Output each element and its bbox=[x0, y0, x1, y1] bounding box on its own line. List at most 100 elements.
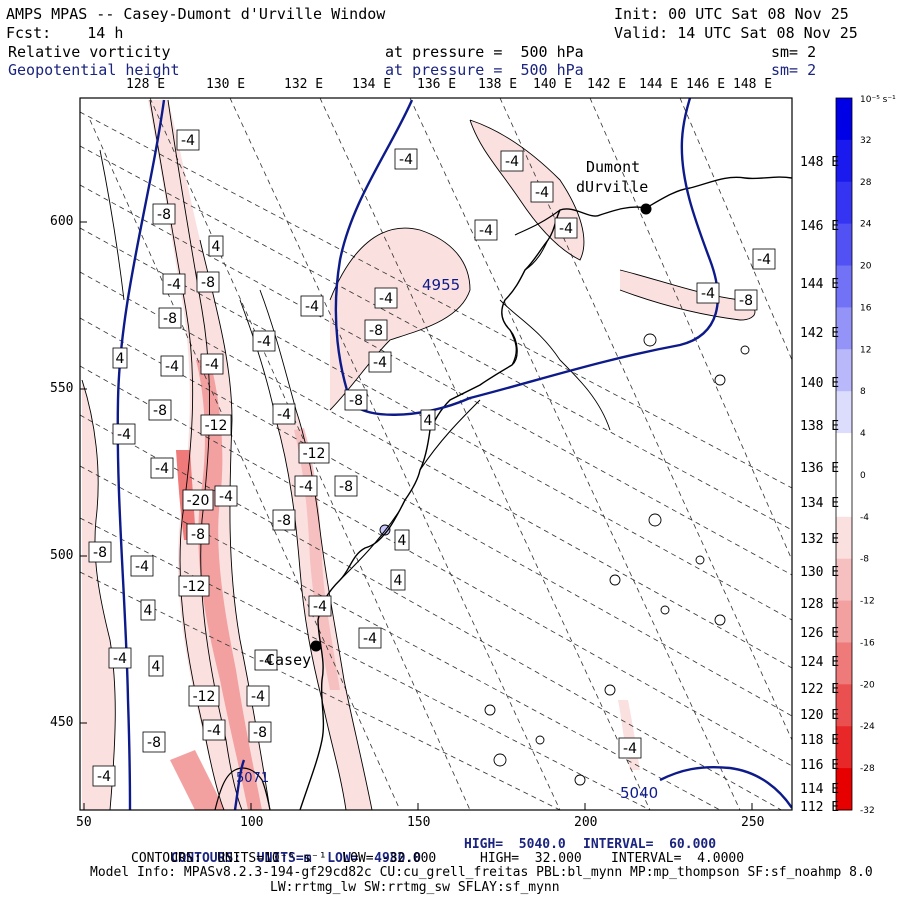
vorticity-label-box bbox=[248, 721, 272, 743]
vorticity-label: -4 bbox=[135, 559, 149, 575]
vorticity-label-box bbox=[92, 765, 116, 787]
footer-radiation-info: LW:rrtmg_lw SW:rrtmg_sw SFLAY:sf_mynn bbox=[270, 880, 560, 895]
vorticity-label: -8 bbox=[147, 735, 161, 751]
vorticity-label: -4 bbox=[219, 489, 233, 505]
init-time: Init: 00 UTC Sat 08 Nov 25 bbox=[614, 5, 849, 23]
vorticity-label-box bbox=[142, 731, 166, 753]
lon-label-right: 146 E bbox=[800, 219, 840, 234]
colorbar-swatch bbox=[836, 181, 852, 225]
vorticity-label-box bbox=[394, 529, 410, 551]
station-label-casey: Casey bbox=[266, 651, 311, 669]
colorbar-tick-label: -24 bbox=[860, 722, 875, 732]
lon-label-top: 132 E bbox=[284, 77, 324, 92]
colorbar-tick-label: 12 bbox=[860, 345, 871, 355]
vorticity-label-box bbox=[178, 575, 210, 597]
lon-label-right: 134 E bbox=[800, 496, 840, 511]
height-label-5040: 5040 bbox=[620, 784, 658, 802]
vorticity-label-box bbox=[88, 541, 112, 563]
vorticity-labels: -4 -8 -12 -20 4 -4 -8 -4 -4 -8 -4 -4 -8 -12 -4 -8 -4 -4 -1… bbox=[88, 129, 776, 787]
footer-vorticity-high: HIGH= 32.000 bbox=[480, 851, 582, 866]
vorticity-band-south bbox=[170, 750, 225, 810]
vorticity-label: -4 bbox=[155, 461, 169, 477]
vorticity-label-box bbox=[390, 569, 406, 591]
colorbar-swatch bbox=[836, 307, 852, 350]
vorticity-label: -4 bbox=[535, 185, 549, 201]
x-tick-250: 250 bbox=[741, 815, 765, 830]
colorbar-swatch bbox=[836, 223, 852, 267]
colorbar-tick-label: -32 bbox=[860, 806, 875, 816]
y-tick-450: 450 bbox=[50, 715, 74, 730]
vorticity-label-box bbox=[214, 485, 238, 507]
colorbar-tick-label: -16 bbox=[860, 638, 875, 648]
meridian-144 bbox=[80, 465, 721, 810]
vorticity-label-box bbox=[130, 555, 154, 577]
coastline bbox=[299, 176, 792, 810]
vorticity-label: -4 bbox=[701, 286, 715, 302]
vorticity-label: -12 bbox=[183, 579, 206, 595]
vorticity-label-box bbox=[252, 330, 276, 352]
geopotential-contours bbox=[116, 98, 792, 810]
y-tick-600: 600 bbox=[50, 214, 74, 229]
lon-label-top: 142 E bbox=[587, 77, 627, 92]
vorticity-label: -4 bbox=[207, 723, 221, 739]
vorticity-label: -8 bbox=[191, 527, 205, 543]
vorticity-label-box bbox=[208, 235, 224, 257]
vorticity-label-box bbox=[298, 442, 330, 464]
vorticity-label-box bbox=[108, 647, 132, 669]
vorticity-label-box bbox=[200, 414, 232, 436]
lon-label-right: 122 E bbox=[800, 682, 840, 697]
vorticity-label: 4 bbox=[116, 351, 125, 367]
parallel-c bbox=[319, 98, 651, 810]
vorticity-label-box bbox=[344, 389, 368, 411]
vorticity-label: -4 bbox=[257, 334, 271, 350]
colorbar-swatch bbox=[836, 642, 852, 685]
vorticity-label-box bbox=[734, 289, 758, 311]
vorticity-label-box bbox=[368, 351, 392, 373]
y-axis-ticks bbox=[80, 221, 87, 724]
vorticity-label-box bbox=[200, 353, 224, 375]
colorbar-swatch bbox=[836, 139, 852, 183]
vorticity-label: -4 bbox=[259, 653, 273, 669]
vorticity-label-box bbox=[272, 509, 296, 531]
vorticity-label-box bbox=[500, 150, 524, 172]
vorticity-label: -4 bbox=[479, 223, 493, 239]
coastline-south bbox=[214, 767, 271, 810]
vorticity-label: -8 bbox=[369, 323, 383, 339]
vorticity-label-box bbox=[182, 489, 214, 511]
map-plot-area: 4955 5040 5071 -4-8-12-204-4-8-4 -4-8-4-4… bbox=[80, 98, 792, 810]
station-marker-dumont bbox=[640, 203, 652, 215]
x-tick-200: 200 bbox=[574, 815, 598, 830]
vorticity-label: -4 bbox=[363, 631, 377, 647]
vorticity-label-box bbox=[300, 295, 324, 317]
lon-label-right: 130 E bbox=[800, 565, 840, 580]
parallel-e bbox=[499, 98, 792, 741]
vorticity-label-box bbox=[272, 403, 296, 425]
vorticity-label-box bbox=[176, 129, 200, 151]
vorticity-label: -4 bbox=[165, 359, 179, 375]
vorticity-label: -12 bbox=[303, 446, 326, 462]
vorticity-label: -4 bbox=[117, 427, 131, 443]
lon-label-right: 128 E bbox=[800, 597, 840, 612]
vorticity-label: -4 bbox=[299, 479, 313, 495]
lon-label-right: 118 E bbox=[800, 733, 840, 748]
forecast-hour: Fcst: 14 h bbox=[6, 24, 124, 42]
vorticity-label-box bbox=[420, 409, 436, 431]
vorticity-label-box bbox=[374, 287, 398, 309]
vorticity-label: -4 bbox=[277, 407, 291, 423]
vorticity-label: -4 bbox=[373, 355, 387, 371]
lon-label-right: 114 E bbox=[800, 782, 840, 797]
meridian-134 bbox=[80, 227, 792, 621]
colorbar-tick-label: 28 bbox=[860, 178, 872, 188]
colorbar-swatch bbox=[836, 391, 852, 434]
vorticity-label: 4 bbox=[398, 533, 407, 549]
vorticity-label-box bbox=[148, 655, 164, 677]
vorticity-label-box bbox=[158, 307, 182, 329]
vorticity-band-north-outer bbox=[330, 228, 470, 410]
lon-label-right: 136 E bbox=[800, 461, 840, 476]
vorticity-label-box bbox=[618, 737, 642, 759]
height-contour-4955 bbox=[334, 98, 719, 416]
vorticity-label: -4 bbox=[113, 651, 127, 667]
colorbar-tick-label: 8 bbox=[860, 387, 866, 397]
colorbar-tick-label: 20 bbox=[860, 262, 872, 272]
colorbar-swatch bbox=[836, 474, 852, 518]
